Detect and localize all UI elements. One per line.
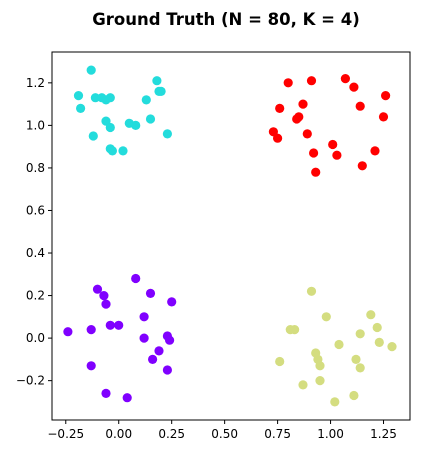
data-point <box>315 361 325 371</box>
data-point <box>294 112 304 122</box>
data-point <box>156 86 166 96</box>
data-point <box>107 146 117 156</box>
data-point <box>355 363 365 373</box>
data-point <box>92 284 103 294</box>
data-point <box>381 91 391 101</box>
data-point <box>355 101 365 111</box>
data-point <box>273 133 283 143</box>
data-point <box>387 342 397 352</box>
x-tick-label: −0.25 <box>47 427 84 441</box>
data-point <box>114 320 124 330</box>
data-point <box>275 103 285 113</box>
data-point <box>131 120 141 130</box>
data-point <box>366 310 376 320</box>
data-point <box>283 78 293 88</box>
data-point <box>88 131 98 141</box>
data-point <box>165 335 175 345</box>
data-point <box>357 161 367 171</box>
data-point <box>275 356 285 367</box>
data-point <box>101 388 111 398</box>
data-point <box>298 380 308 390</box>
data-point <box>105 93 115 103</box>
data-point <box>309 148 319 158</box>
data-point <box>372 322 382 333</box>
data-point <box>145 114 156 124</box>
data-point <box>374 337 384 347</box>
y-tick-label: 0.2 <box>26 289 45 303</box>
x-tick-label: 0.50 <box>211 427 238 441</box>
data-point <box>349 390 359 401</box>
data-point <box>340 74 350 84</box>
data-point <box>162 365 172 375</box>
data-point <box>131 273 141 284</box>
data-point <box>148 354 158 364</box>
x-tick-label: 0.25 <box>158 427 185 441</box>
data-point <box>139 333 149 343</box>
data-point <box>73 91 84 101</box>
y-tick-label: 1.0 <box>26 118 45 132</box>
data-point <box>99 291 109 301</box>
data-point <box>370 146 380 156</box>
data-point <box>118 146 128 156</box>
data-point <box>349 82 359 92</box>
data-point <box>139 312 149 322</box>
data-point <box>328 139 338 150</box>
x-tick-label: 0.00 <box>105 427 132 441</box>
data-point <box>355 329 365 339</box>
data-point <box>311 167 321 177</box>
data-point <box>122 393 132 403</box>
data-point <box>101 299 111 309</box>
data-point <box>351 354 361 364</box>
data-point <box>167 297 177 307</box>
points-layer <box>63 65 397 407</box>
data-point <box>154 346 164 356</box>
data-point <box>105 320 115 330</box>
data-point <box>86 361 96 371</box>
data-point <box>302 129 312 139</box>
data-point <box>298 99 308 109</box>
data-point <box>334 339 344 350</box>
data-point <box>162 129 172 139</box>
data-point <box>86 65 96 75</box>
data-point <box>152 76 162 86</box>
y-tick-label: 0.8 <box>26 161 45 175</box>
data-point <box>145 288 156 298</box>
data-point <box>63 327 73 337</box>
y-tick-label: 0.4 <box>26 246 45 260</box>
ticks-layer: −0.25 0.00 0.25 0.50 0.75 1.00 1.25 −0.2 0.0 0.2 0… <box>16 76 397 441</box>
data-point <box>90 93 100 103</box>
chart-title: Ground Truth (N = 80, K = 4) <box>92 10 360 29</box>
x-tick-label: 1.25 <box>370 427 397 441</box>
data-point <box>306 286 317 296</box>
data-point <box>290 325 300 335</box>
data-point <box>86 325 96 335</box>
axes-frame <box>51 51 411 421</box>
data-point <box>105 122 115 133</box>
data-point <box>321 312 331 322</box>
data-point <box>141 95 151 105</box>
y-tick-label: 0.0 <box>26 331 45 345</box>
data-point <box>76 103 86 113</box>
data-point <box>315 376 325 386</box>
y-tick-label: 0.6 <box>26 203 45 217</box>
data-point <box>306 76 317 86</box>
data-point <box>330 397 340 407</box>
data-point <box>378 112 389 122</box>
x-tick-label: 1.00 <box>317 427 344 441</box>
y-tick-label: 1.2 <box>26 76 45 90</box>
y-tick-label: −0.2 <box>16 374 45 388</box>
x-tick-label: 0.75 <box>264 427 291 441</box>
data-point <box>332 150 342 160</box>
